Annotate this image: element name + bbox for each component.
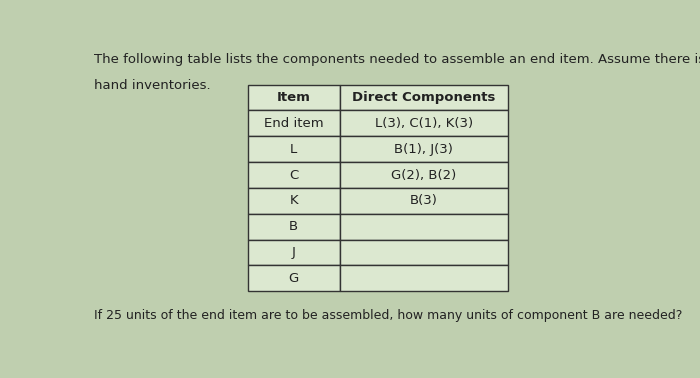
Text: The following table lists the components needed to assemble an end item. Assume : The following table lists the components…	[94, 53, 700, 66]
Bar	[340, 265, 508, 291]
Text: If 25 units of the end item are to be assembled, how many units of component B a: If 25 units of the end item are to be as…	[94, 309, 682, 322]
Text: hand inventories.: hand inventories.	[94, 79, 211, 92]
Text: G(2), B(2): G(2), B(2)	[391, 169, 456, 181]
Bar	[248, 136, 340, 162]
Bar	[248, 162, 340, 188]
Text: Item: Item	[276, 91, 311, 104]
Text: B(3): B(3)	[410, 194, 438, 208]
Text: B(1), J(3): B(1), J(3)	[394, 143, 454, 156]
Bar	[340, 214, 508, 240]
Bar	[248, 110, 340, 136]
Bar	[248, 240, 340, 265]
Bar	[340, 110, 508, 136]
Text: B: B	[289, 220, 298, 233]
Bar	[248, 265, 340, 291]
Text: G: G	[288, 272, 299, 285]
Text: L(3), C(1), K(3): L(3), C(1), K(3)	[374, 117, 473, 130]
Text: J: J	[292, 246, 295, 259]
Text: End item: End item	[264, 117, 323, 130]
Bar	[340, 240, 508, 265]
Bar	[248, 214, 340, 240]
Text: Direct Components: Direct Components	[352, 91, 496, 104]
Text: L: L	[290, 143, 298, 156]
Text: C: C	[289, 169, 298, 181]
Bar	[340, 136, 508, 162]
Bar	[248, 85, 340, 110]
Bar	[248, 188, 340, 214]
Bar	[340, 85, 508, 110]
Bar	[340, 162, 508, 188]
Text: K: K	[289, 194, 298, 208]
Bar	[340, 188, 508, 214]
